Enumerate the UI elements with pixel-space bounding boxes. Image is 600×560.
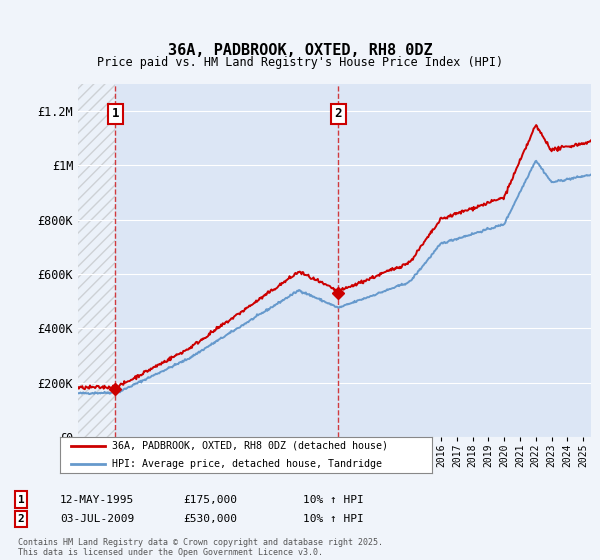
Text: £530,000: £530,000	[183, 514, 237, 524]
Text: 12-MAY-1995: 12-MAY-1995	[60, 494, 134, 505]
Text: £175,000: £175,000	[183, 494, 237, 505]
Text: Price paid vs. HM Land Registry's House Price Index (HPI): Price paid vs. HM Land Registry's House …	[97, 56, 503, 69]
Text: Contains HM Land Registry data © Crown copyright and database right 2025.
This d: Contains HM Land Registry data © Crown c…	[18, 538, 383, 557]
Text: 36A, PADBROOK, OXTED, RH8 0DZ: 36A, PADBROOK, OXTED, RH8 0DZ	[167, 43, 433, 58]
Text: 2: 2	[335, 108, 342, 120]
Text: 36A, PADBROOK, OXTED, RH8 0DZ (detached house): 36A, PADBROOK, OXTED, RH8 0DZ (detached …	[112, 441, 388, 451]
Text: 10% ↑ HPI: 10% ↑ HPI	[303, 514, 364, 524]
Text: 1: 1	[17, 494, 25, 505]
Bar	[78, 84, 115, 437]
Text: 10% ↑ HPI: 10% ↑ HPI	[303, 494, 364, 505]
Text: 1: 1	[112, 108, 119, 120]
Text: 2: 2	[17, 514, 25, 524]
Text: HPI: Average price, detached house, Tandridge: HPI: Average price, detached house, Tand…	[112, 459, 382, 469]
Text: 03-JUL-2009: 03-JUL-2009	[60, 514, 134, 524]
